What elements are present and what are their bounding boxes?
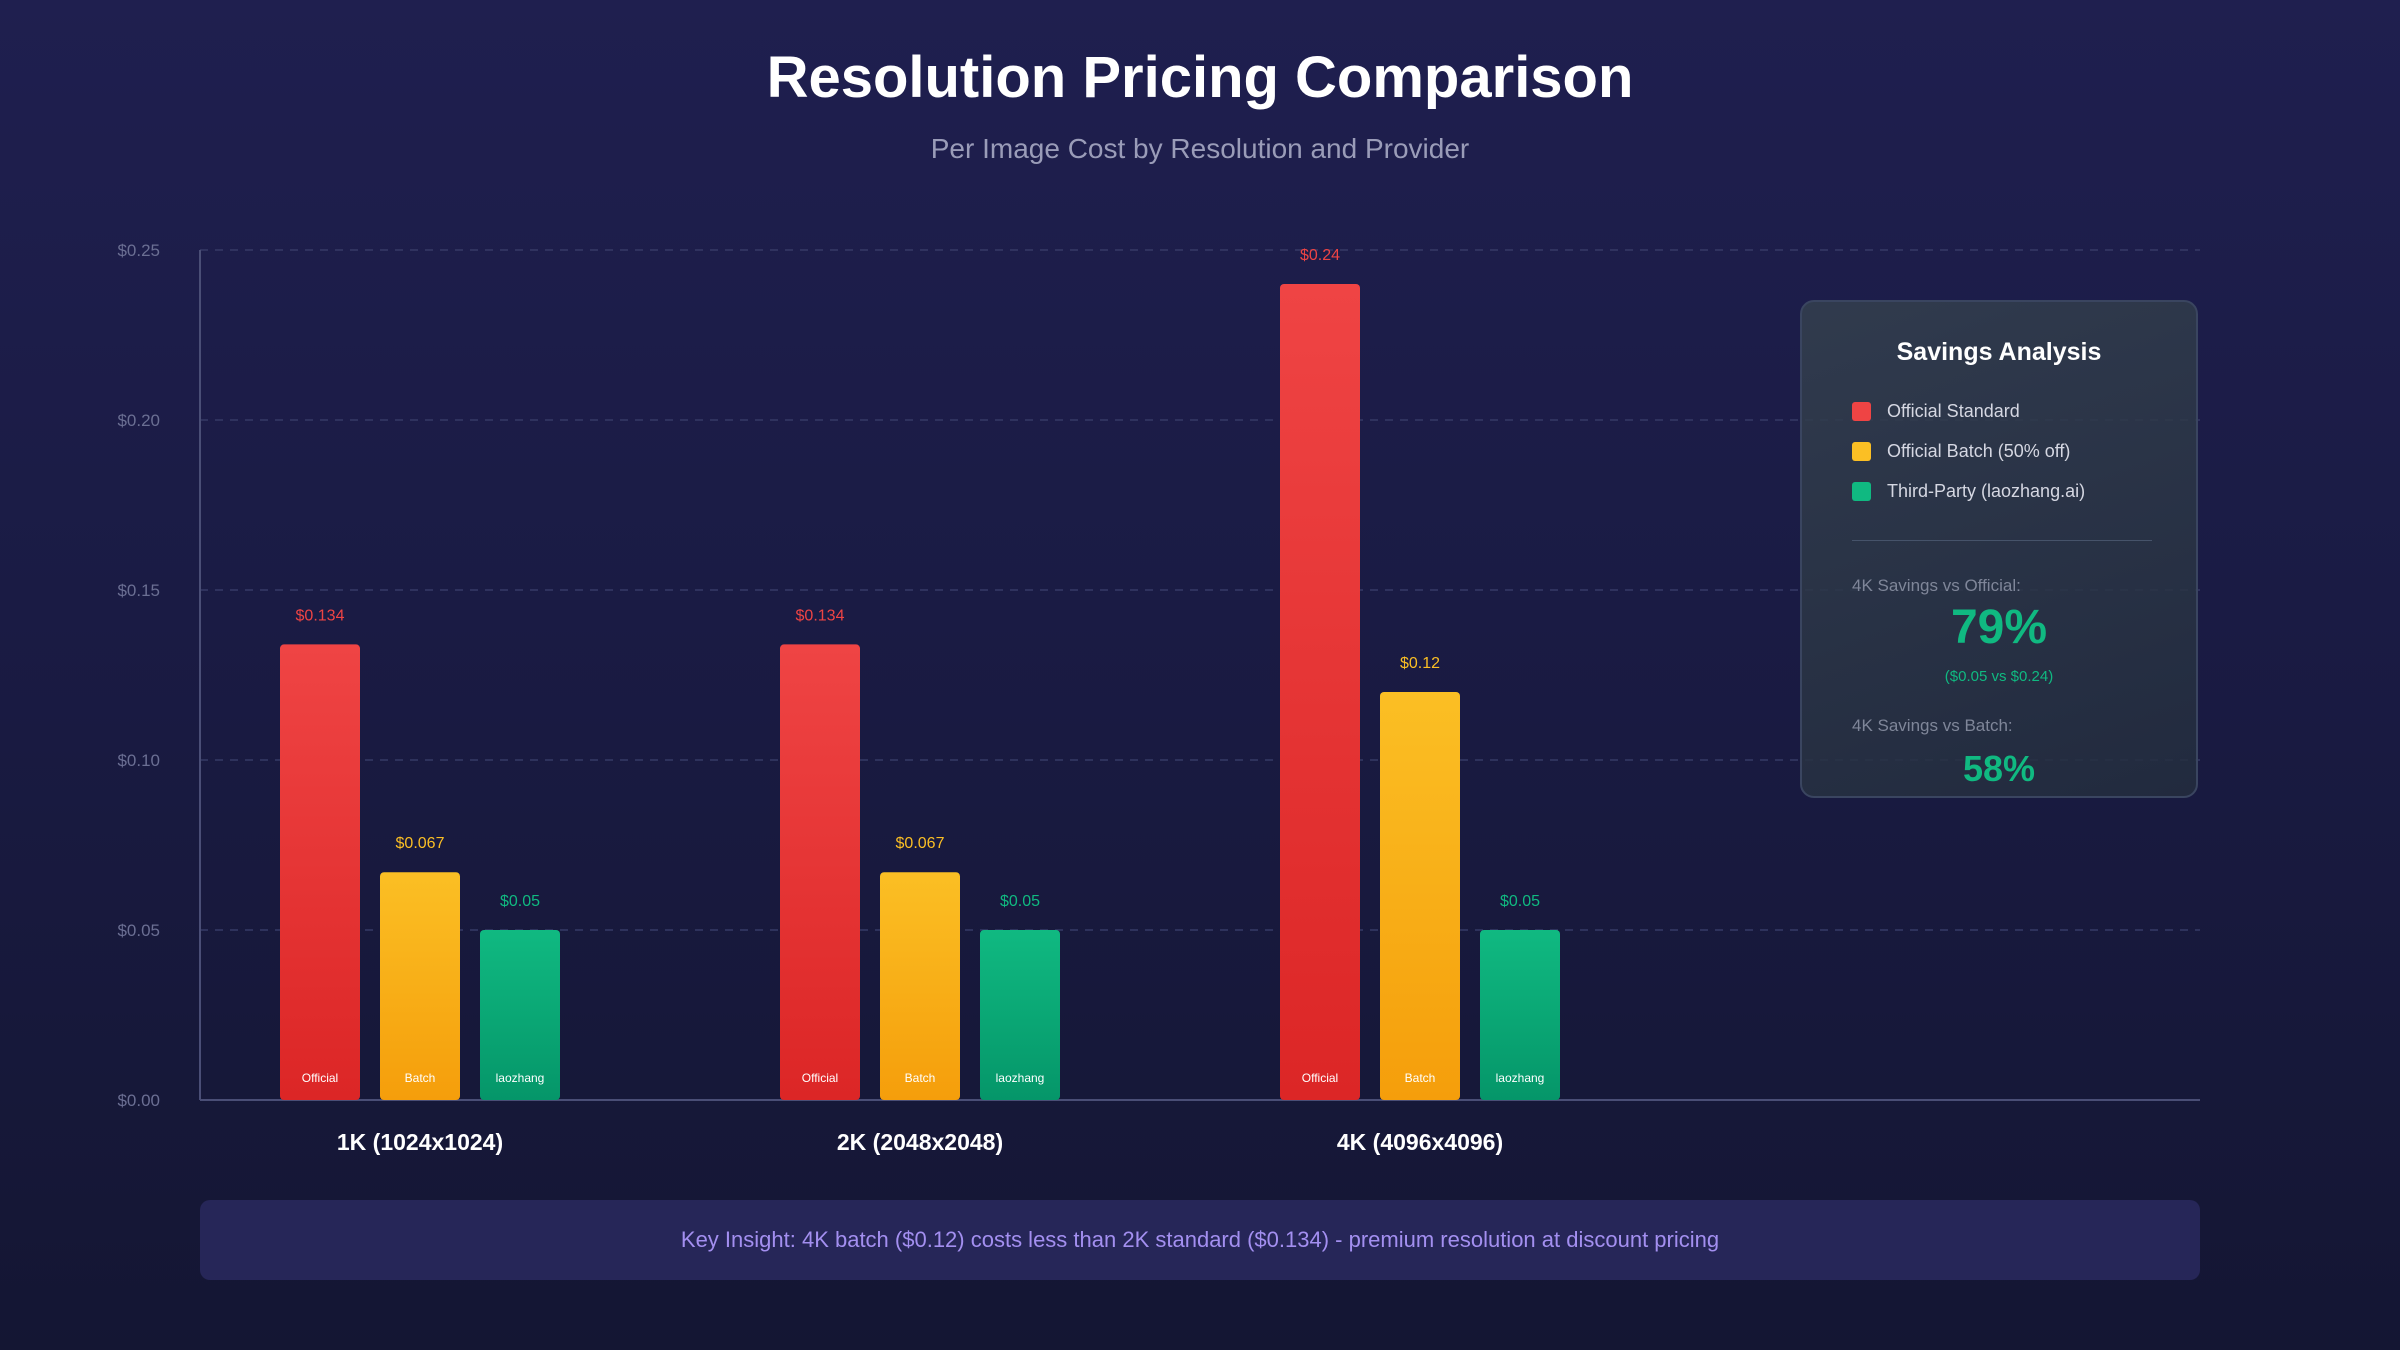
legend-item-official-batch: Official Batch (50% off) <box>1852 439 2070 463</box>
legend-label: Official Batch (50% off) <box>1887 440 2071 461</box>
bar-value-label: $0.134 <box>796 607 845 624</box>
savings-vs-official-value: 79% <box>1950 601 2048 654</box>
y-tick-label: $0.00 <box>117 1091 160 1110</box>
x-category-label: 2K (2048x2048) <box>837 1129 1003 1155</box>
bar-value-label: $0.05 <box>500 893 540 910</box>
bar-batch <box>380 872 460 1100</box>
legend-label: Official Standard <box>1887 400 2020 421</box>
bars <box>280 284 1560 1100</box>
bar-value-label: $0.067 <box>896 835 945 852</box>
savings-vs-official-detail: ($0.05 vs $0.24) <box>1944 668 2054 685</box>
bar-value-label: $0.05 <box>1500 893 1540 910</box>
bar-official <box>780 644 860 1100</box>
savings-analysis-panel: Savings Analysis Official Standard Offic… <box>1800 300 2198 798</box>
legend-swatch-red <box>1852 401 1871 421</box>
bar-value-label: $0.067 <box>396 835 445 852</box>
chart-subtitle: Per Image Cost by Resolution and Provide… <box>930 133 1470 164</box>
y-tick-label: $0.05 <box>117 921 160 940</box>
key-insight-banner: Key Insight: 4K batch ($0.12) costs less… <box>200 1200 2200 1280</box>
chart-title: Resolution Pricing Comparison <box>766 45 1634 110</box>
panel-divider <box>1852 540 2152 541</box>
savings-panel-title: Savings Analysis <box>1896 338 2102 366</box>
legend-label: Third-Party (laozhang.ai) <box>1887 480 2086 501</box>
bar-inner-label: Official <box>802 1071 838 1085</box>
bar-inner-label: laozhang <box>496 1071 545 1085</box>
bar-inner-label: laozhang <box>1496 1071 1545 1085</box>
bar-value-label: $0.12 <box>1400 655 1440 672</box>
legend-swatch-green <box>1852 481 1871 501</box>
legend-swatch-yellow <box>1852 441 1871 461</box>
bar-inner-label: Official <box>1302 1071 1338 1085</box>
bar-value-label: $0.134 <box>296 607 345 624</box>
bar-inner-label: Batch <box>1405 1071 1436 1085</box>
bar-batch <box>880 872 960 1100</box>
savings-vs-batch-label: 4K Savings vs Batch: <box>1852 716 2013 735</box>
bar-batch <box>1380 692 1460 1100</box>
key-insight-text: Key Insight: 4K batch ($0.12) costs less… <box>680 1227 1720 1252</box>
savings-vs-batch-value: 58% <box>1962 748 2036 789</box>
bar-value-label: $0.24 <box>1300 247 1340 264</box>
bar-inner-label: Batch <box>405 1071 436 1085</box>
labels: $0.00 $0.05 $0.10 $0.15 $0.20 $0.25 $0.134 Offi… <box>117 241 1544 1155</box>
x-category-label: 4K (4096x4096) <box>1337 1129 1503 1155</box>
legend-item-third-party: Third-Party (laozhang.ai) <box>1852 479 2085 503</box>
bar-official <box>1280 284 1360 1100</box>
bar-chart: $0.00 $0.05 $0.10 $0.15 $0.20 $0.25 $0.134 Offi… <box>117 241 2200 1155</box>
savings-vs-official-label: 4K Savings vs Official: <box>1852 576 2021 595</box>
y-tick-label: $0.25 <box>117 241 160 260</box>
bar-laozhang <box>1480 930 1560 1100</box>
bar-laozhang <box>480 930 560 1100</box>
bar-official <box>280 644 360 1100</box>
bar-inner-label: laozhang <box>996 1071 1045 1085</box>
bar-inner-label: Official <box>302 1071 338 1085</box>
x-category-label: 1K (1024x1024) <box>337 1129 503 1155</box>
bar-value-label: $0.05 <box>1000 893 1040 910</box>
y-tick-label: $0.20 <box>117 411 160 430</box>
bar-laozhang <box>980 930 1060 1100</box>
bar-inner-label: Batch <box>905 1071 936 1085</box>
y-tick-label: $0.15 <box>117 581 160 600</box>
y-tick-label: $0.10 <box>117 751 160 770</box>
legend-item-official-standard: Official Standard <box>1852 399 2020 423</box>
